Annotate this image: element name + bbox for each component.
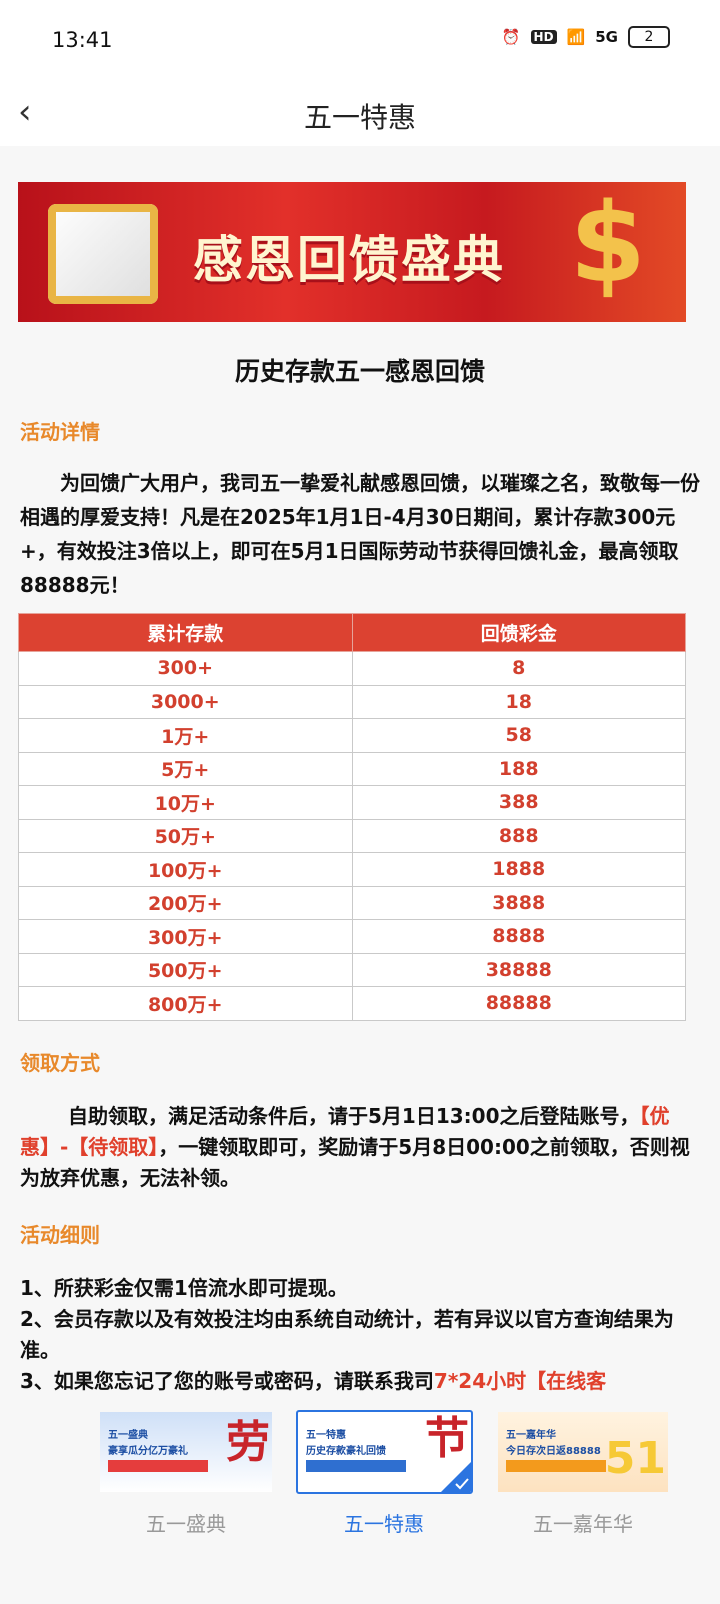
deposit-cell: 200万+ — [18, 885, 353, 920]
tab-label-wuyi-jianianhua[interactable]: 五一嘉年华 — [533, 1512, 633, 1536]
section-heading-rules: 活动细则 — [20, 1223, 100, 1247]
details-text: 为回馈广大用户，我司五一挚爱礼献感恩回馈，以璀璨之名，致敬每一份相遇的厚爱支持！… — [20, 471, 700, 597]
reward-cell: 88888 — [351, 986, 686, 1021]
reward-cell: 3888 — [351, 885, 686, 920]
thumb-line2: 豪享瓜分亿万豪礼 — [108, 1446, 188, 1457]
reward-cell: 58 — [351, 718, 686, 753]
table-row: 300+ 8 — [18, 651, 686, 686]
rule-text: 3、如果您忘记了您的账号或密码，请联系我司 — [20, 1369, 434, 1393]
reward-cell: 38888 — [351, 952, 686, 987]
deposit-cell: 1万+ — [18, 718, 353, 753]
page-header-title: 五一特惠 — [303, 101, 416, 134]
thumb-art: 51 — [604, 1433, 666, 1484]
deposit-cell: 10万+ — [18, 785, 353, 820]
promo-tab-bar: 五一盛典 豪享瓜分亿万豪礼 劳 五一特惠 历史存款豪礼回馈 节 五一嘉年华 今日… — [0, 1396, 720, 1604]
table-row: 200万+ 3888 — [18, 885, 686, 920]
claim-text-b: ，一键领取即可，奖励请于5月8日00:00之前领取，否则视为放弃优惠，无法补领。 — [20, 1135, 690, 1190]
banner-text: 感恩回馈盛典 — [193, 231, 505, 289]
status-bar: 13:41 ⏰ HD 📶 5G 2 — [0, 0, 720, 80]
reward-table: 累计存款 回馈彩金 300+ 8 3000+ 18 1万+ 58 5万+ 188 10万+ 388… — [18, 613, 686, 1021]
thumb-line1: 五一嘉年华 — [506, 1430, 556, 1441]
column-header: 回馈彩金 — [351, 613, 686, 652]
app-header: ‹ 五一特惠 — [0, 80, 720, 146]
clock: 13:41 — [52, 28, 113, 52]
table-row: 5万+ 188 — [18, 751, 686, 786]
reward-cell: 8888 — [351, 919, 686, 954]
reward-cell: 18 — [351, 684, 686, 719]
thumb-line1: 五一盛典 — [108, 1430, 148, 1441]
thumb-art: 劳 — [226, 1417, 270, 1468]
tab-thumb-wuyi-tehui[interactable]: 五一特惠 历史存款豪礼回馈 节 — [296, 1410, 473, 1494]
column-header: 累计存款 — [18, 613, 353, 652]
table-row: 1万+ 58 — [18, 718, 686, 753]
reward-cell: 1888 — [351, 852, 686, 887]
thumb-ribbon — [306, 1460, 406, 1472]
rule-item: 3、如果您忘记了您的账号或密码，请联系我司7*24小时【在线客 — [20, 1366, 700, 1397]
thumb-line2: 历史存款豪礼回馈 — [306, 1446, 386, 1457]
thumb-art: 节 — [425, 1413, 469, 1464]
alarm-icon: ⏰ — [501, 28, 521, 46]
check-icon — [441, 1462, 471, 1492]
deposit-cell: 300+ — [18, 651, 353, 686]
section-heading-claim: 领取方式 — [20, 1051, 100, 1075]
section-heading-details: 活动详情 — [20, 420, 100, 444]
deposit-cell: 5万+ — [18, 751, 353, 786]
chevron-left-icon[interactable]: ‹ — [18, 92, 32, 132]
table-row: 800万+ 88888 — [18, 986, 686, 1021]
claim-text: 自助领取，满足活动条件后，请于5月1日13:00之后登陆账号，【优惠】-【待领取… — [20, 1101, 700, 1194]
deposit-cell: 3000+ — [18, 684, 353, 719]
deposit-cell: 100万+ — [18, 852, 353, 887]
thumb-line2: 今日存次日返88888 — [506, 1446, 601, 1457]
tab-thumb-wuyi-shengdian[interactable]: 五一盛典 豪享瓜分亿万豪礼 劳 — [100, 1412, 272, 1492]
table-row: 500万+ 38888 — [18, 952, 686, 987]
dollar-icon: $ — [569, 182, 646, 307]
rule-item: 1、所获彩金仅需1倍流水即可提现。 — [20, 1276, 348, 1300]
tab-thumb-wuyi-jianianhua[interactable]: 五一嘉年华 今日存次日返88888 51 — [498, 1412, 668, 1492]
status-icons: ⏰ HD 📶 5G 2 — [502, 26, 670, 48]
thumb-ribbon — [108, 1460, 208, 1472]
table-row: 10万+ 388 — [18, 785, 686, 820]
deposit-cell: 500万+ — [18, 952, 353, 987]
table-row: 300万+ 8888 — [18, 919, 686, 954]
deposit-cell: 800万+ — [18, 986, 353, 1021]
rule-item: 2、会员存款以及有效投注均由系统自动统计，若有异议以官方查询结果为准。 — [20, 1307, 674, 1362]
rule-highlight[interactable]: 7*24小时【在线客 — [433, 1369, 607, 1393]
table-row: 100万+ 1888 — [18, 852, 686, 887]
tab-label-wuyi-tehui[interactable]: 五一特惠 — [344, 1512, 424, 1536]
thumb-ribbon — [506, 1460, 606, 1472]
reward-cell: 888 — [351, 818, 686, 853]
claim-path-highlight: 【优惠】-【待领取】 — [20, 1104, 670, 1159]
reward-cell: 188 — [351, 751, 686, 786]
table-row: 50万+ 888 — [18, 818, 686, 853]
deposit-cell: 50万+ — [18, 818, 353, 853]
tab-label-wuyi-shengdian[interactable]: 五一盛典 — [146, 1512, 226, 1536]
promo-title: 历史存款五一感恩回馈 — [234, 357, 485, 386]
battery-icon: 2 — [628, 26, 670, 48]
table-row: 3000+ 18 — [18, 684, 686, 719]
reward-cell: 8 — [351, 651, 686, 686]
hd-icon: HD — [530, 30, 557, 44]
claim-text-a: 自助领取，满足活动条件后，请于5月1日13:00之后登陆账号， — [68, 1104, 640, 1128]
reward-cell: 388 — [351, 785, 686, 820]
promo-banner: 感恩回馈盛典 $ — [18, 182, 686, 322]
gift-icon — [48, 204, 158, 304]
deposit-cell: 300万+ — [18, 919, 353, 954]
thumb-line1: 五一特惠 — [306, 1430, 346, 1441]
signal-icon: 5G — [595, 28, 618, 46]
rules-list: 1、所获彩金仅需1倍流水即可提现。 2、会员存款以及有效投注均由系统自动统计，若… — [20, 1273, 700, 1397]
wifi-icon: 📶 — [566, 28, 586, 46]
